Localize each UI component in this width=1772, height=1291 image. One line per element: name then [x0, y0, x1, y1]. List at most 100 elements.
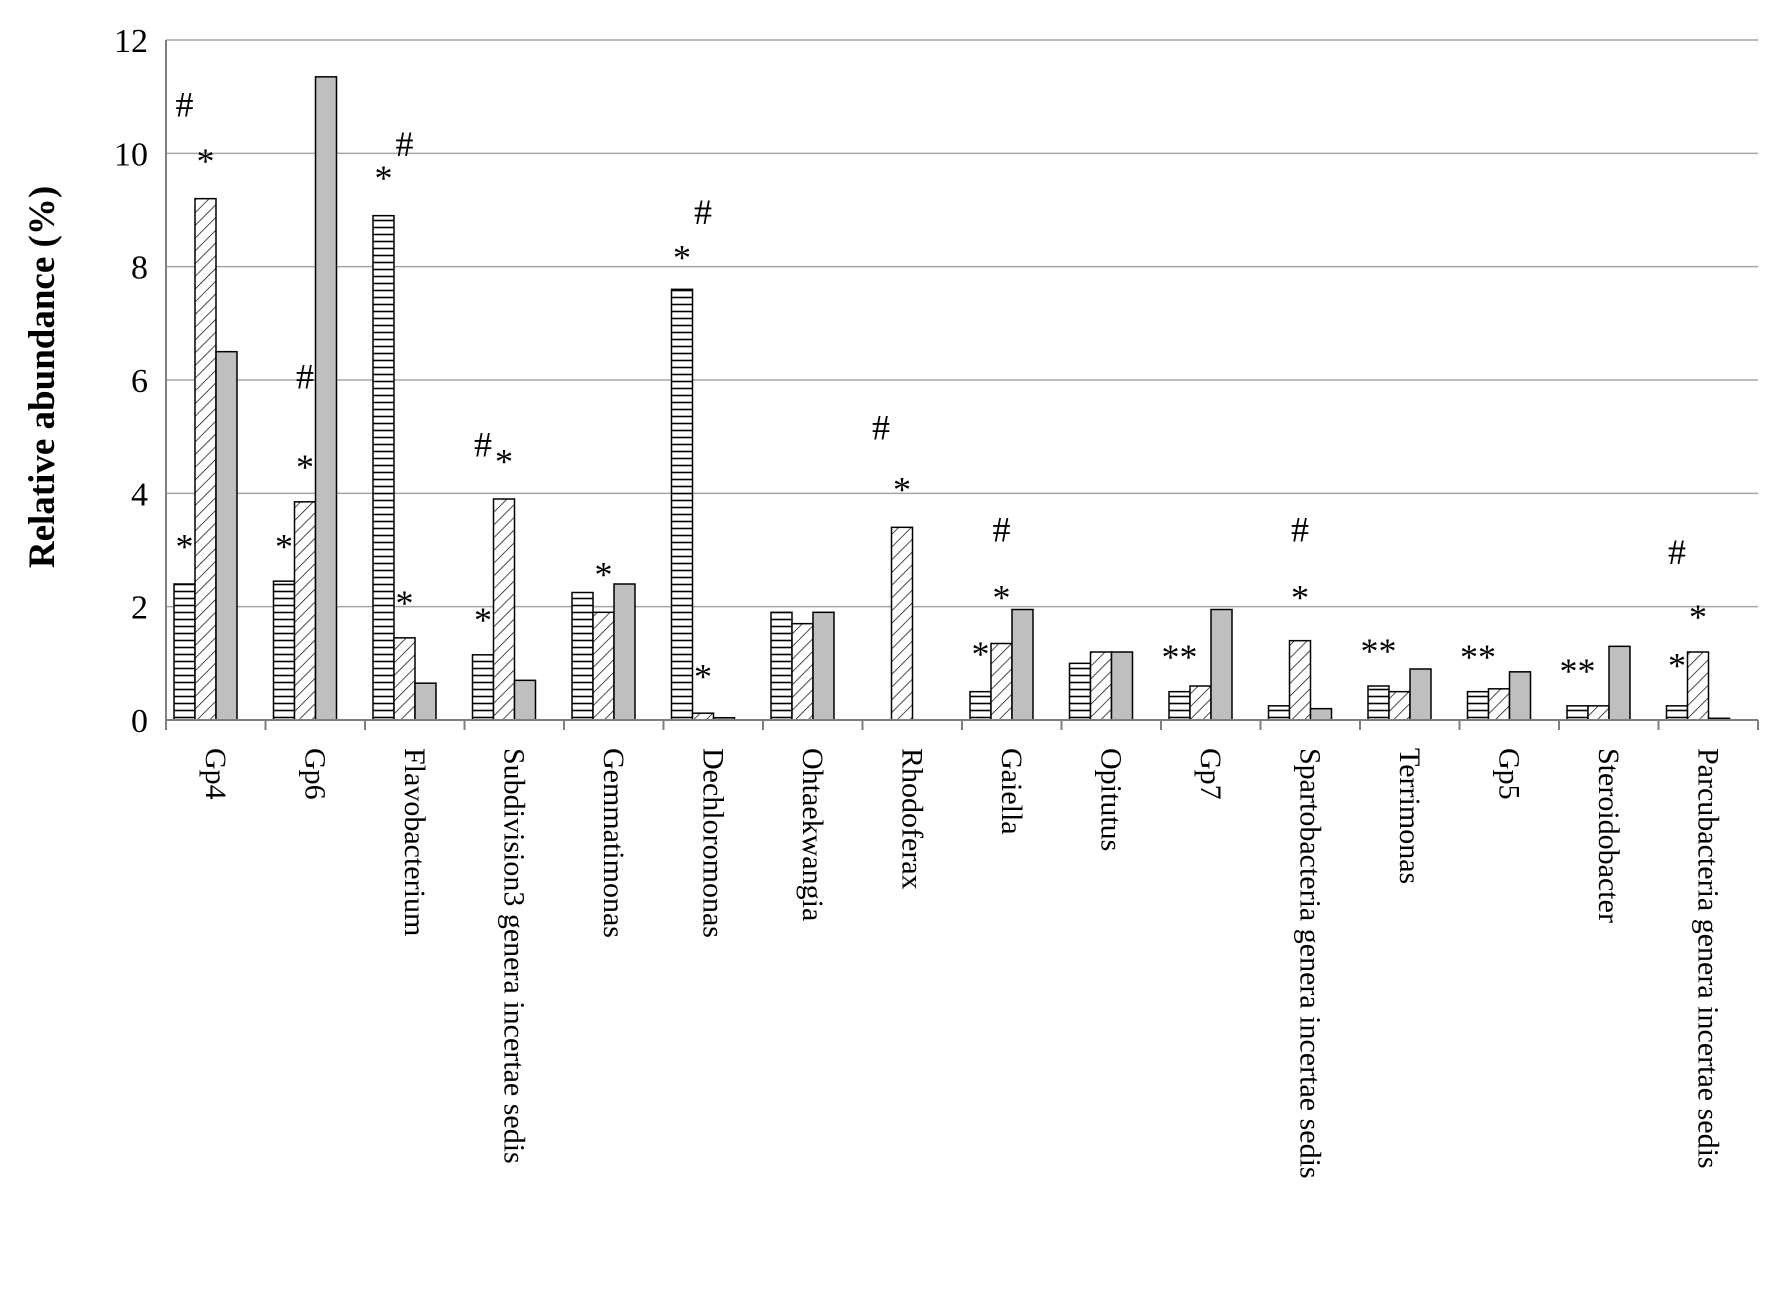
bar: [1665, 705, 1689, 721]
significance-marker: #: [694, 192, 712, 232]
x-category-label: Flavobacterium: [398, 748, 431, 936]
significance-marker: *: [197, 141, 215, 181]
significance-marker: **: [1162, 637, 1198, 677]
x-category-label: Ohtaekwangia: [796, 748, 829, 921]
category-labels: Gp4 Gp6 Flavobacterium Subdivision3 genera …: [199, 748, 1725, 1179]
bar: [471, 654, 495, 721]
significance-marker: *: [1689, 597, 1707, 637]
y-tick-label: 2: [131, 590, 148, 627]
bar: [1011, 608, 1034, 721]
significance-marker: #: [1291, 509, 1309, 549]
y-tick-label: 4: [131, 476, 148, 513]
significance-markers: #**#***#*# ****#*#*#****#*** ** **#**: [176, 84, 1708, 696]
x-category-label: Gp6: [298, 748, 331, 800]
x-category-label: Gemmatimonas: [597, 748, 630, 938]
significance-marker: *: [673, 237, 691, 277]
bar: [1686, 651, 1710, 721]
significance-marker: **: [1560, 651, 1596, 691]
bar: [571, 591, 594, 721]
significance-marker: #: [1668, 532, 1686, 572]
significance-marker: #: [396, 124, 414, 164]
y-tick-label: 0: [131, 703, 148, 740]
y-tick-label: 12: [114, 23, 148, 60]
bar: [1089, 651, 1113, 721]
x-category-label: Dechloromonas: [696, 748, 729, 938]
bar: [670, 288, 694, 721]
bar: [691, 712, 715, 721]
significance-marker: *: [1291, 577, 1309, 617]
bar: [372, 214, 395, 721]
bar: [990, 642, 1013, 721]
x-category-label: Spartobacteria genera incertae sedis: [1293, 748, 1326, 1179]
bar: [1288, 639, 1312, 721]
significance-marker: **: [1460, 637, 1496, 677]
x-category-label: Gaiella: [995, 748, 1028, 835]
x-category-label: Gp4: [199, 748, 232, 800]
y-tick-label: 6: [131, 363, 148, 400]
bar: [890, 526, 914, 721]
bar: [1068, 662, 1092, 721]
x-category-label: Rhodoferax: [895, 748, 928, 890]
bar: [272, 580, 296, 721]
x-category-label: Parcubacteria genera incertae sedis: [1691, 748, 1724, 1169]
bar: [1608, 645, 1631, 721]
bars: [173, 76, 1731, 721]
bar: [393, 637, 416, 721]
bar: [1466, 690, 1490, 721]
x-category-label: Gp5: [1492, 748, 1525, 800]
bar: [1409, 668, 1432, 721]
bar: [1388, 690, 1411, 721]
bar: [1309, 707, 1333, 721]
bar: [314, 76, 338, 721]
significance-marker: #: [993, 509, 1011, 549]
significance-marker: *: [375, 158, 393, 198]
bar: [969, 690, 992, 721]
significance-marker: #: [296, 356, 314, 396]
bar: [1210, 608, 1233, 721]
bar: [173, 583, 196, 721]
significance-marker: #: [474, 424, 492, 464]
bar: [215, 350, 238, 721]
bar: [791, 622, 814, 721]
significance-marker: *: [275, 526, 293, 566]
bar: [414, 682, 437, 721]
significance-marker: *: [972, 634, 990, 674]
y-tick-labels: 0 2 4 6 8 10 12: [114, 23, 148, 740]
significance-marker: #: [176, 84, 194, 124]
x-category-label: Opitutus: [1094, 748, 1127, 851]
significance-marker: **: [1361, 631, 1397, 671]
bar: [293, 501, 317, 721]
bar: [1267, 705, 1291, 721]
bar: [1508, 671, 1532, 721]
bar: [1367, 685, 1390, 721]
bar: [1189, 685, 1212, 721]
bar: [613, 583, 636, 721]
bar: [1110, 651, 1134, 721]
bar: [770, 611, 793, 721]
significance-marker: *: [1668, 645, 1686, 685]
significance-marker: *: [396, 583, 414, 623]
significance-marker: *: [993, 577, 1011, 617]
x-category-label: Steroidobacter: [1592, 748, 1625, 923]
axes: [165, 40, 1759, 730]
significance-marker: *: [595, 555, 613, 595]
bar: [492, 498, 516, 721]
x-category-label: Subdivision3 genera incertae sedis: [497, 748, 530, 1164]
x-category-label: Terrimonas: [1393, 748, 1426, 884]
y-tick-label: 10: [114, 136, 148, 173]
gridlines: [166, 39, 1758, 608]
significance-marker: *: [296, 447, 314, 487]
bar: [592, 611, 615, 721]
significance-marker: *: [176, 526, 194, 566]
bar: [1168, 690, 1191, 721]
bar: [1566, 705, 1589, 721]
significance-marker: *: [893, 470, 911, 510]
bar: [1587, 705, 1610, 721]
y-tick-label: 8: [131, 250, 148, 287]
significance-marker: *: [694, 657, 712, 697]
bar: [194, 197, 217, 721]
bar: [1487, 688, 1511, 721]
significance-marker: #: [872, 407, 890, 447]
significance-marker: *: [495, 441, 513, 481]
